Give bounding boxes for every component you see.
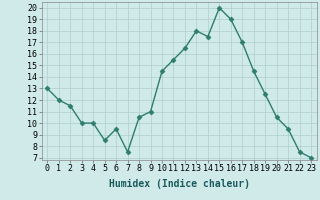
X-axis label: Humidex (Indice chaleur): Humidex (Indice chaleur) <box>109 179 250 189</box>
